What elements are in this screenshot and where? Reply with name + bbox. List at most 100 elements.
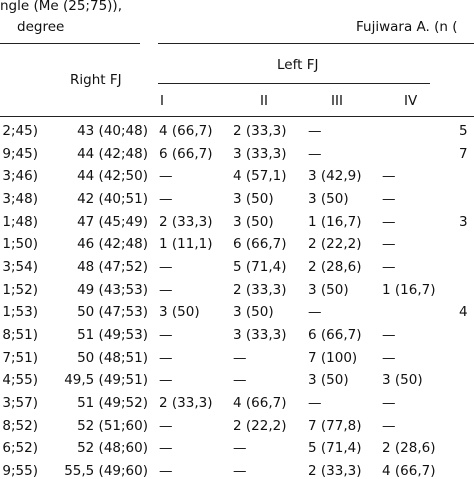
cell-c0: 2;45) <box>2 123 38 139</box>
cell-g1: 4 (66,7) <box>159 123 213 139</box>
cell-c1: 49,5 (49;51) <box>64 372 148 389</box>
header-angle-line2: degree <box>17 19 65 35</box>
cell-g3: — <box>308 304 322 321</box>
cell-c0: 1;53) <box>2 304 38 321</box>
cell-g1: 6 (66,7) <box>159 145 213 162</box>
cell-g1: 1 (11,1) <box>159 236 213 253</box>
cell-g2: — <box>233 440 247 457</box>
cell-g2: 3 (50) <box>233 213 274 230</box>
cell-g3: 2 (28,6) <box>308 259 362 276</box>
cell-c1: 51 (49;53) <box>77 327 148 344</box>
cell-c0: 3;48) <box>2 191 38 207</box>
cell-c0: 8;51) <box>2 327 38 344</box>
cell-g4: — <box>382 213 396 230</box>
header-fujiwara: Fujiwara A. (n ( <box>356 19 458 35</box>
cell-g1: — <box>159 463 173 479</box>
header-bottom-rule <box>0 116 474 117</box>
cell-c1: 47 (45;49) <box>77 213 148 230</box>
cell-g3: 1 (16,7) <box>308 213 362 230</box>
cell-c1: 48 (47;52) <box>77 259 148 276</box>
cell-g1: — <box>159 259 173 276</box>
cell-g3: 3 (42,9) <box>308 168 362 185</box>
cell-g3: 7 (77,8) <box>308 417 362 434</box>
cell-g4: 2 (28,6) <box>382 440 436 457</box>
cell-g1: 2 (33,3) <box>159 213 213 230</box>
cell-c1: 49 (43;53) <box>77 281 148 298</box>
cell-c0: 4;55) <box>2 372 38 389</box>
cell-g2: — <box>233 463 247 479</box>
cell-g4: — <box>382 191 396 207</box>
cell-c0: 3;46) <box>2 168 38 185</box>
cell-c1: 50 (48;51) <box>77 349 148 366</box>
cell-g2: 5 (71,4) <box>233 259 287 276</box>
cell-g2: 4 (66,7) <box>233 395 287 412</box>
cell-g4: 4 (66,7) <box>382 463 436 479</box>
cell-g3: 3 (50) <box>308 372 349 389</box>
cell-g3: 2 (33,3) <box>308 463 362 479</box>
cell-g1: — <box>159 327 173 344</box>
cell-g2: — <box>233 372 247 389</box>
cell-c6: 4 <box>459 304 468 321</box>
cell-c0: 9;55) <box>2 463 38 479</box>
cell-g1: — <box>159 191 173 207</box>
cell-g1: — <box>159 281 173 298</box>
cell-c1: 55,5 (49;60) <box>64 463 148 479</box>
cell-g4: — <box>382 349 396 366</box>
header-right-fj: Right FJ <box>70 72 122 88</box>
cell-c0: 3;57) <box>2 395 38 412</box>
cell-g2: 3 (50) <box>233 304 274 321</box>
header-angle-line1: ngle (Me (25;75)), <box>0 0 122 14</box>
cell-c6: 5 <box>459 123 468 139</box>
grade-label-2: II <box>260 93 268 109</box>
cell-c1: 42 (40;51) <box>77 191 148 207</box>
cell-g3: 2 (22,2) <box>308 236 362 253</box>
cell-g2: 2 (33,3) <box>233 123 287 139</box>
cell-g4: — <box>382 395 396 412</box>
cell-c1: 46 (42;48) <box>77 236 148 253</box>
cell-g1: — <box>159 440 173 457</box>
cell-c0: 6;52) <box>2 440 38 457</box>
cell-c0: 3;54) <box>2 259 38 276</box>
cell-g4: — <box>382 417 396 434</box>
cell-g3: — <box>308 395 322 412</box>
cell-g2: 3 (33,3) <box>233 145 287 162</box>
cell-g3: 5 (71,4) <box>308 440 362 457</box>
cell-g3: 3 (50) <box>308 191 349 207</box>
header-rule-left <box>0 43 140 44</box>
cell-g4: — <box>382 168 396 185</box>
cell-c1: 51 (49;52) <box>77 395 148 412</box>
cell-g2: 3 (50) <box>233 191 274 207</box>
cell-g4: — <box>382 327 396 344</box>
cell-c6: 3 <box>459 213 468 230</box>
cell-g2: 2 (33,3) <box>233 281 287 298</box>
left-fj-rule <box>158 83 430 84</box>
cell-g1: 2 (33,3) <box>159 395 213 412</box>
cell-g3: — <box>308 145 322 162</box>
cell-c1: 52 (51;60) <box>77 417 148 434</box>
header-rule-fujiwara <box>158 43 474 44</box>
cell-c0: 9;45) <box>2 145 38 162</box>
cell-c1: 43 (40;48) <box>77 123 148 139</box>
cell-g4: — <box>382 236 396 253</box>
cell-g3: 7 (100) <box>308 349 358 366</box>
cell-g1: — <box>159 168 173 185</box>
grade-label-1: I <box>160 93 164 109</box>
cell-g1: — <box>159 417 173 434</box>
cell-c1: 52 (48;60) <box>77 440 148 457</box>
grade-label-3: III <box>331 93 343 109</box>
cell-g3: 3 (50) <box>308 281 349 298</box>
cell-c0: 8;52) <box>2 417 38 434</box>
cell-g4: — <box>382 259 396 276</box>
grade-label-4: IV <box>404 93 418 109</box>
cell-c1: 44 (42;50) <box>77 168 148 185</box>
cell-g4: 1 (16,7) <box>382 281 436 298</box>
cell-g2: — <box>233 349 247 366</box>
cell-g1: — <box>159 349 173 366</box>
cell-g3: — <box>308 123 322 139</box>
cell-c6: 7 <box>459 145 468 162</box>
cell-c0: 1;52) <box>2 281 38 298</box>
cell-c1: 50 (47;53) <box>77 304 148 321</box>
cell-g2: 3 (33,3) <box>233 327 287 344</box>
cell-g2: 6 (66,7) <box>233 236 287 253</box>
header-left-fj: Left FJ <box>277 57 319 73</box>
